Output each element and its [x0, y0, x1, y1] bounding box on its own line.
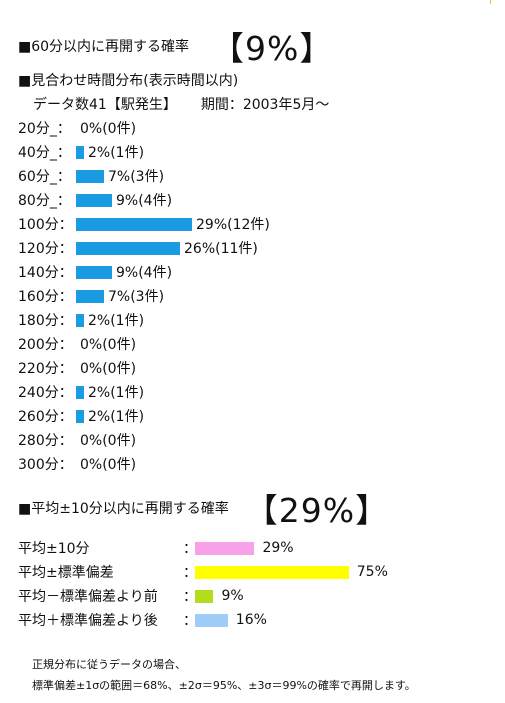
distribution-row: 200分： 0%(0件) [18, 332, 270, 356]
statistics-bar [195, 565, 349, 579]
distribution-bar [76, 289, 104, 303]
statistics-row: 平均－標準偏差より前 ： 9% [18, 584, 388, 608]
within-60min-value: 【9%】 [211, 29, 334, 68]
distribution-bar [76, 241, 180, 255]
distribution-bar [76, 409, 84, 423]
distribution-row: 220分： 0%(0件) [18, 356, 270, 380]
category-label: 240分： [18, 385, 73, 401]
data-label: 2%(1件) [88, 313, 145, 329]
distribution-bar [76, 265, 112, 279]
distribution-row: 280分： 0%(0件) [18, 428, 270, 452]
data-count: データ数41【駅発生】 [33, 97, 177, 113]
data-label: 9%(4件) [116, 265, 173, 281]
category-label: 200分： [18, 337, 73, 353]
statistics-row: 平均＋標準偏差より後 ： 16% [18, 608, 388, 632]
distribution-row: 300分： 0%(0件) [18, 452, 270, 476]
distribution-row: 60分_： 7%(3件) [18, 164, 270, 188]
distribution-row: 180分： 2%(1件) [18, 308, 270, 332]
data-label: 7%(3件) [108, 289, 165, 305]
statistics-chart: 平均±10分 ： 29% 平均±標準偏差 ： 75% 平均－標準偏差より前 ： 9% 平均＋標準偏… [18, 536, 388, 632]
category-label: 280分： [18, 433, 73, 449]
statistics-colon: ： [183, 565, 197, 581]
distribution-row: 100分： 29%(12件) [18, 212, 270, 236]
distribution-chart: 20分_： 0%(0件) 40分_： 2%(1件) 60分_： 7%(3件) 80分_： 9%… [18, 116, 270, 476]
category-label: 120分： [18, 241, 73, 257]
distribution-bar [76, 193, 112, 207]
category-label: 40分_： [18, 145, 71, 161]
distribution-title: ■見合わせ時間分布(表示時間以内) [18, 73, 239, 89]
statistics-label: 平均＋標準偏差より後 [18, 613, 158, 629]
category-label: 60分_： [18, 169, 71, 185]
statistics-label: 平均－標準偏差より前 [18, 589, 158, 605]
within-10min-label: ■平均±10分以内に再開する確率 [18, 501, 229, 517]
distribution-row: 120分： 26%(11件) [18, 236, 270, 260]
distribution-row: 140分： 9%(4件) [18, 260, 270, 284]
statistics-row: 平均±標準偏差 ： 75% [18, 560, 388, 584]
within-60min-label: ■60分以内に再開する確率 [18, 39, 190, 55]
within-10min-value: 【29%】 [244, 491, 390, 530]
distribution-bar [76, 217, 192, 231]
statistics-value: 75% [356, 564, 388, 580]
statistics-bar [195, 613, 228, 627]
data-label: 29%(12件) [196, 217, 270, 233]
data-label: 0%(0件) [80, 457, 137, 473]
statistics-label: 平均±10分 [18, 541, 90, 557]
statistics-value: 9% [221, 588, 244, 604]
category-label: 100分： [18, 217, 73, 233]
corner-mark [490, 0, 491, 4]
category-label: 80分_： [18, 193, 71, 209]
category-label: 220分： [18, 361, 73, 377]
distribution-subtitle: データ数41【駅発生】 期間：2003年5月～ [33, 94, 329, 114]
normal-distribution-note: 正規分布に従うデータの場合、 標準偏差±1σの範囲＝68%、±2σ＝95%、±3… [32, 654, 416, 696]
statistics-colon: ： [183, 541, 197, 557]
data-label: 7%(3件) [108, 169, 165, 185]
statistics-bar [195, 589, 214, 603]
category-label: 300分： [18, 457, 73, 473]
data-label: 2%(1件) [88, 385, 145, 401]
distribution-row: 80分_： 9%(4件) [18, 188, 270, 212]
statistics-colon: ： [183, 589, 197, 605]
within-10min-probability: ■平均±10分以内に再開する確率 【29%】 [18, 486, 389, 530]
distribution-bar [76, 385, 84, 399]
data-label: 26%(11件) [184, 241, 258, 257]
distribution-bar [76, 169, 104, 183]
data-label: 0%(0件) [80, 121, 137, 137]
data-label: 0%(0件) [80, 337, 137, 353]
data-label: 2%(1件) [88, 409, 145, 425]
distribution-row: 260分： 2%(1件) [18, 404, 270, 428]
note-line-2: 標準偏差±1σの範囲＝68%、±2σ＝95%、±3σ＝99%の確率で再開します。 [32, 679, 416, 692]
category-label: 140分： [18, 265, 73, 281]
distribution-row: 20分_： 0%(0件) [18, 116, 270, 140]
category-label: 20分_： [18, 121, 71, 137]
statistics-bar [195, 541, 255, 555]
distribution-bar [76, 313, 84, 327]
distribution-row: 160分： 7%(3件) [18, 284, 270, 308]
data-label: 2%(1件) [88, 145, 145, 161]
statistics-value: 29% [262, 540, 294, 556]
statistics-value: 16% [235, 612, 267, 628]
category-label: 260分： [18, 409, 73, 425]
within-60min-probability: ■60分以内に再開する確率 【9%】 [18, 28, 333, 68]
distribution-row: 40分_： 2%(1件) [18, 140, 270, 164]
category-label: 160分： [18, 289, 73, 305]
category-label: 180分： [18, 313, 73, 329]
note-line-1: 正規分布に従うデータの場合、 [32, 658, 186, 671]
data-label: 0%(0件) [80, 361, 137, 377]
statistics-row: 平均±10分 ： 29% [18, 536, 388, 560]
distribution-row: 240分： 2%(1件) [18, 380, 270, 404]
statistics-label: 平均±標準偏差 [18, 565, 114, 581]
data-label: 0%(0件) [80, 433, 137, 449]
statistics-colon: ： [183, 613, 197, 629]
data-period: 期間：2003年5月～ [200, 97, 330, 113]
data-label: 9%(4件) [116, 193, 173, 209]
distribution-bar [76, 145, 84, 159]
